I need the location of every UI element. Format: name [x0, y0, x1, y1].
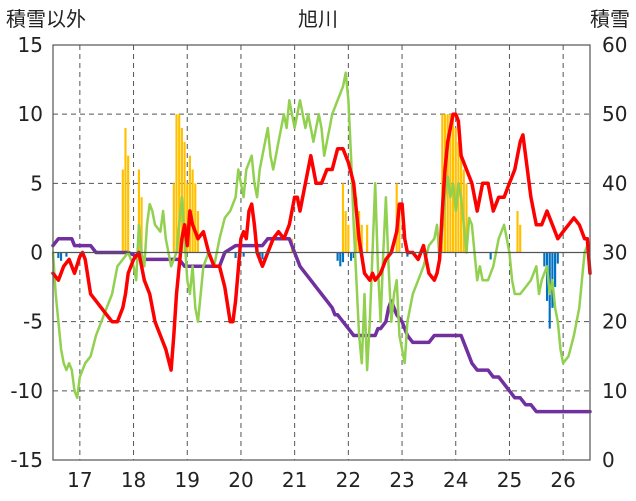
- x-tick-label: 22: [336, 468, 361, 492]
- bar-orange: [398, 211, 401, 253]
- x-tick-label: 18: [121, 468, 146, 492]
- bar-blue: [242, 252, 245, 257]
- bar-orange: [196, 211, 200, 253]
- bar-orange: [457, 141, 460, 253]
- series-line-green: [51, 71, 592, 400]
- series-line-red: [51, 112, 592, 372]
- bar-orange: [341, 183, 345, 253]
- right-tick-label: 30: [602, 241, 627, 265]
- bar-orange: [172, 183, 175, 253]
- bar-blue: [59, 252, 63, 261]
- left-tick-label: 0: [30, 241, 43, 265]
- bar-orange: [465, 183, 468, 253]
- bar-layer: [57, 114, 559, 329]
- bar-orange: [186, 183, 189, 253]
- x-tick-label: 17: [67, 468, 92, 492]
- bar-orange: [441, 114, 444, 253]
- bar-blue: [349, 252, 353, 261]
- bar-blue: [489, 252, 492, 260]
- bar-orange: [347, 224, 350, 253]
- right-tick-label: 10: [602, 379, 627, 403]
- bar-blue: [543, 252, 546, 267]
- bar-orange: [366, 224, 369, 253]
- bar-orange: [194, 183, 197, 253]
- bar-orange: [462, 169, 465, 253]
- chart-title: 旭川: [298, 7, 338, 31]
- bar-orange: [175, 114, 178, 253]
- bar-orange: [121, 169, 124, 253]
- bar-orange: [188, 155, 192, 253]
- plot-frame: [52, 44, 591, 461]
- x-tick-label: 20: [228, 468, 253, 492]
- left-tick-label: 5: [30, 171, 43, 195]
- bar-blue: [352, 252, 355, 259]
- left-tick-label: 10: [18, 102, 43, 126]
- right-tick-label: 0: [602, 448, 615, 472]
- x-tick-label: 21: [282, 468, 307, 492]
- bar-orange: [178, 114, 181, 253]
- bar-blue: [261, 252, 264, 260]
- x-tick-label: 26: [550, 468, 575, 492]
- right-tick-label: 20: [602, 310, 627, 334]
- x-tick-label: 19: [175, 468, 200, 492]
- bar-blue: [556, 252, 559, 264]
- bar-orange: [449, 114, 452, 253]
- bar-orange: [454, 128, 457, 253]
- x-tick-label: 25: [497, 468, 522, 492]
- bar-orange: [180, 128, 183, 253]
- bar-blue: [65, 252, 68, 257]
- right-axis-label: 積雪: [590, 7, 630, 31]
- left-axis-label: 積雪以外: [6, 7, 86, 31]
- bar-blue: [57, 252, 60, 259]
- right-tick-label: 50: [602, 102, 627, 126]
- bar-blue: [341, 252, 345, 263]
- bar-blue: [234, 252, 237, 259]
- bar-blue: [339, 252, 342, 267]
- left-tick-label: 15: [18, 33, 43, 57]
- bar-orange: [127, 155, 130, 253]
- bar-orange: [140, 197, 143, 253]
- bar-blue: [554, 252, 557, 288]
- left-tick-label: -10: [10, 379, 43, 403]
- left-tick-label: -15: [10, 448, 43, 472]
- plot-border: [52, 44, 591, 461]
- bar-orange: [344, 211, 347, 253]
- bar-orange: [124, 128, 127, 253]
- bar-orange: [360, 224, 363, 253]
- line-layer: [51, 71, 592, 414]
- bar-blue: [336, 252, 339, 261]
- bar-orange: [183, 141, 186, 253]
- bar-blue: [406, 252, 409, 257]
- bar-orange: [516, 211, 519, 253]
- x-tick-label: 23: [389, 468, 414, 492]
- bar-orange: [191, 169, 194, 253]
- bar-orange: [137, 169, 140, 253]
- bar-orange: [519, 224, 522, 253]
- right-tick-label: 40: [602, 171, 627, 195]
- left-tick-label: -5: [23, 310, 43, 334]
- x-tick-label: 24: [443, 468, 468, 492]
- right-tick-label: 60: [602, 33, 627, 57]
